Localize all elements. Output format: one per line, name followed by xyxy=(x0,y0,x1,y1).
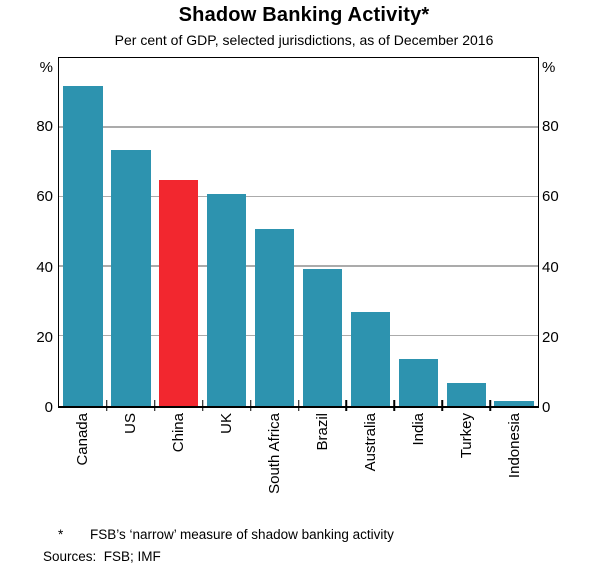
x-label-china: China xyxy=(169,413,187,453)
y-axis-right-tick-40: 40 xyxy=(542,258,559,276)
y-axis-right-tick-60: 60 xyxy=(542,188,559,206)
x-axis-tick xyxy=(393,400,396,411)
x-axis-tick xyxy=(249,400,252,411)
y-axis-left-tick-0: 0 xyxy=(44,399,53,416)
chart-subtitle: Per cent of GDP, selected jurisdictions,… xyxy=(114,32,494,48)
bar-slot-indonesia xyxy=(490,58,538,406)
x-label-cell: Indonesia xyxy=(491,413,539,523)
bar-us xyxy=(111,150,151,406)
y-axis-right-tick-80: 80 xyxy=(542,118,559,136)
x-label-brazil: Brazil xyxy=(314,413,332,451)
bar-slot-china xyxy=(155,58,203,406)
x-label-indonesia: Indonesia xyxy=(506,413,524,479)
y-axis-left-tick-80: 80 xyxy=(36,118,53,136)
sources-line: Sources: FSB; IMF xyxy=(43,549,161,564)
bar-slot-brazil xyxy=(299,58,347,406)
bar-turkey xyxy=(446,383,486,406)
bar-indonesia xyxy=(494,400,534,406)
x-label-cell: South Africa xyxy=(250,413,298,523)
bar-slot-india xyxy=(394,58,442,406)
bar-slot-south-africa xyxy=(251,58,299,406)
bar-india xyxy=(398,359,438,406)
bar-series xyxy=(59,58,538,406)
x-label-cell: Australia xyxy=(347,413,395,523)
x-label-cell: Brazil xyxy=(298,413,346,523)
x-label-cell: UK xyxy=(202,413,250,523)
bar-canada xyxy=(63,85,103,406)
x-axis-tick xyxy=(154,400,156,411)
x-label-south-africa: South Africa xyxy=(265,413,283,494)
bar-slot-australia xyxy=(346,58,394,406)
bar-brazil xyxy=(302,268,343,406)
bar-south-africa xyxy=(254,228,295,406)
footnote-text: FSB’s ‘narrow’ measure of shadow banking… xyxy=(90,527,394,542)
x-axis-tick xyxy=(345,400,348,411)
y-axis-left-tick-20: 20 xyxy=(36,328,53,346)
bar-australia xyxy=(350,312,391,406)
x-label-canada: Canada xyxy=(73,413,91,466)
x-axis-tick xyxy=(106,400,108,411)
x-label-cell: US xyxy=(106,413,154,523)
gridline-20 xyxy=(59,335,538,337)
x-label-australia: Australia xyxy=(362,413,380,472)
x-label-cell: China xyxy=(154,413,202,523)
x-axis-tick xyxy=(489,400,491,411)
bar-slot-uk xyxy=(203,58,251,406)
x-axis-labels: Canada US China UK South Africa Brazil Austral… xyxy=(58,413,539,523)
bar-china xyxy=(159,179,199,406)
x-label-india: India xyxy=(410,413,428,446)
y-axis-right-tick-0: 0 xyxy=(542,399,551,416)
y-axis-right-unit-label: % xyxy=(542,59,556,76)
x-label-cell: India xyxy=(395,413,443,523)
bar-slot-us xyxy=(107,58,155,406)
footnote-marker: * xyxy=(58,527,64,542)
x-axis-tick xyxy=(297,400,300,411)
gridline-40 xyxy=(59,265,538,267)
plot-area xyxy=(58,57,539,411)
y-axis-left-tick-60: 60 xyxy=(36,188,53,206)
y-axis-left-tick-40: 40 xyxy=(36,258,53,276)
bar-slot-canada xyxy=(59,58,107,406)
x-label-turkey: Turkey xyxy=(458,413,476,459)
x-label-cell: Canada xyxy=(58,413,106,523)
y-axis-left-unit-label: % xyxy=(39,59,53,76)
bar-slot-turkey xyxy=(442,58,490,406)
y-axis-right-tick-20: 20 xyxy=(542,328,559,346)
x-axis-tick xyxy=(201,400,204,411)
gridline-60 xyxy=(59,195,538,198)
x-axis-tick xyxy=(441,400,443,411)
x-label-cell: Turkey xyxy=(443,413,491,523)
bar-uk xyxy=(207,193,247,406)
x-label-uk: UK xyxy=(217,413,235,434)
footnote: * FSB’s ‘narrow’ measure of shadow bankin… xyxy=(58,527,394,542)
x-label-us: US xyxy=(121,413,139,434)
gridline-80 xyxy=(59,126,538,128)
chart-title: Shadow Banking Activity* xyxy=(178,4,430,26)
